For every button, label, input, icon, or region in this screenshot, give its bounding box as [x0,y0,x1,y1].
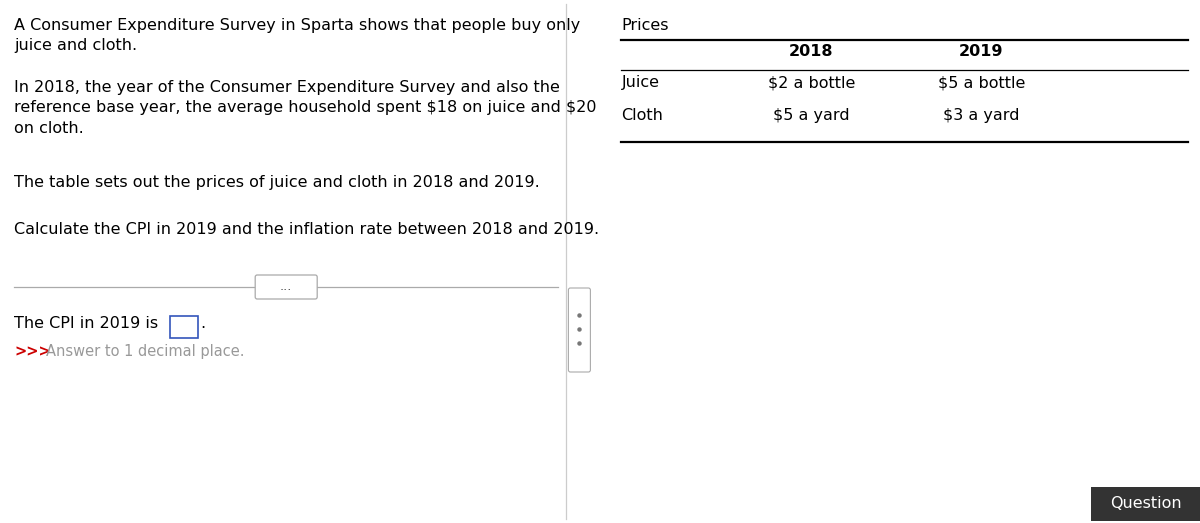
Text: Answer to 1 decimal place.: Answer to 1 decimal place. [46,344,245,359]
Text: >>>: >>> [14,344,50,359]
FancyBboxPatch shape [170,316,198,338]
Text: \$3 a yard: \$3 a yard [943,108,1020,123]
Text: The CPI in 2019 is: The CPI in 2019 is [14,316,163,331]
Text: Question: Question [1110,496,1182,511]
Text: Prices: Prices [622,18,668,33]
Text: 2019: 2019 [959,44,1003,59]
FancyBboxPatch shape [1091,487,1200,521]
Text: 2018: 2018 [790,44,834,59]
FancyBboxPatch shape [569,288,590,372]
Text: Cloth: Cloth [622,108,664,123]
Text: Juice: Juice [622,75,660,90]
Text: \$5 a yard: \$5 a yard [773,108,850,123]
Text: A Consumer Expenditure Survey in Sparta shows that people buy only
juice and clo: A Consumer Expenditure Survey in Sparta … [14,18,581,53]
Text: \$2 a bottle: \$2 a bottle [768,75,856,90]
Text: \$5 a bottle: \$5 a bottle [937,75,1025,90]
FancyBboxPatch shape [256,275,317,299]
Text: Calculate the CPI in 2019 and the inflation rate between 2018 and 2019.: Calculate the CPI in 2019 and the inflat… [14,222,599,237]
Text: .: . [200,316,205,331]
Text: The table sets out the prices of juice and cloth in 2018 and 2019.: The table sets out the prices of juice a… [14,175,540,190]
Text: ...: ... [280,280,293,293]
Text: In 2018, the year of the Consumer Expenditure Survey and also the
reference base: In 2018, the year of the Consumer Expend… [14,80,596,136]
